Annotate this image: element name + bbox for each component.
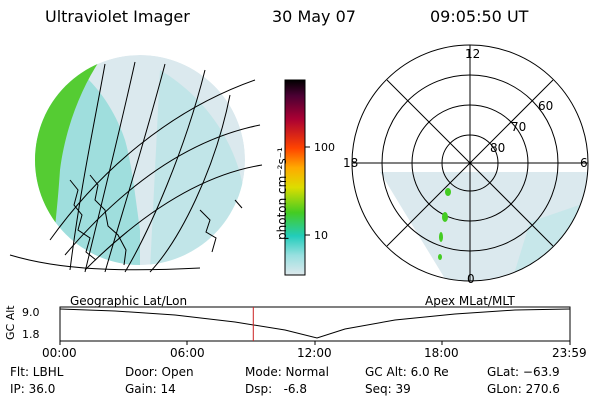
status-door: Door: Open bbox=[125, 365, 194, 379]
green-emission-spots bbox=[438, 188, 451, 260]
status-glon: GLon: 270.6 bbox=[487, 382, 560, 396]
left-panel-label: Geographic Lat/Lon bbox=[70, 294, 188, 308]
status-flt: Flt: LBHL bbox=[10, 365, 64, 379]
status-dsp: Dsp: -6.8 bbox=[245, 382, 308, 396]
time-label: 09:05:50 UT bbox=[430, 7, 529, 26]
time-tick-1800: 18:00 bbox=[424, 346, 459, 360]
lat-label-60: 60 bbox=[538, 99, 554, 113]
right-panel-label: Apex MLat/MLT bbox=[425, 294, 515, 308]
geographic-image bbox=[9, 55, 263, 273]
colorbar bbox=[284, 79, 310, 276]
polar-grid bbox=[351, 44, 589, 282]
status-glat: GLat: −63.9 bbox=[487, 365, 560, 379]
alt-tick-9: 9.0 bbox=[22, 306, 40, 319]
colorbar-gradient bbox=[285, 80, 305, 275]
status-gain: Gain: 14 bbox=[125, 382, 176, 396]
colorbar-tick-label-100: 100 bbox=[314, 141, 335, 154]
time-tick-2359: 23:59 bbox=[552, 346, 587, 360]
mlt-label-6: 6 bbox=[580, 156, 588, 170]
gc-alt-axis-label: GC Alt bbox=[4, 305, 17, 340]
alt-tick-1-8: 1.8 bbox=[22, 328, 40, 341]
time-ticks bbox=[59, 341, 571, 345]
status-mode: Mode: Normal bbox=[245, 365, 329, 379]
polar-plot bbox=[351, 44, 589, 282]
status-ip: IP: 36.0 bbox=[10, 382, 56, 396]
colorbar-tick-label-10: 10 bbox=[314, 229, 328, 242]
date-label: 30 May 07 bbox=[272, 7, 356, 26]
time-tick-0000: 00:00 bbox=[42, 346, 77, 360]
mlt-label-12: 12 bbox=[465, 47, 481, 61]
altitude-curve bbox=[59, 308, 571, 339]
colorbar-unit-label: photon cm⁻²s⁻¹ bbox=[275, 147, 289, 240]
latlon-grid bbox=[9, 61, 263, 273]
mlt-label-0: 0 bbox=[467, 272, 475, 286]
altitude-strip-plot bbox=[59, 306, 571, 345]
lat-label-70: 70 bbox=[511, 120, 527, 134]
emission-speckle bbox=[150, 70, 245, 265]
lat-label-80: 80 bbox=[490, 141, 506, 155]
status-gc-alt: GC Alt: 6.0 Re bbox=[365, 365, 449, 379]
coastline bbox=[69, 174, 243, 266]
instrument-title: Ultraviolet Imager bbox=[45, 7, 190, 26]
time-tick-1200: 12:00 bbox=[297, 346, 332, 360]
status-seq: Seq: 39 bbox=[365, 382, 411, 396]
time-tick-0600: 06:00 bbox=[170, 346, 205, 360]
mlt-label-18: 18 bbox=[343, 156, 359, 170]
